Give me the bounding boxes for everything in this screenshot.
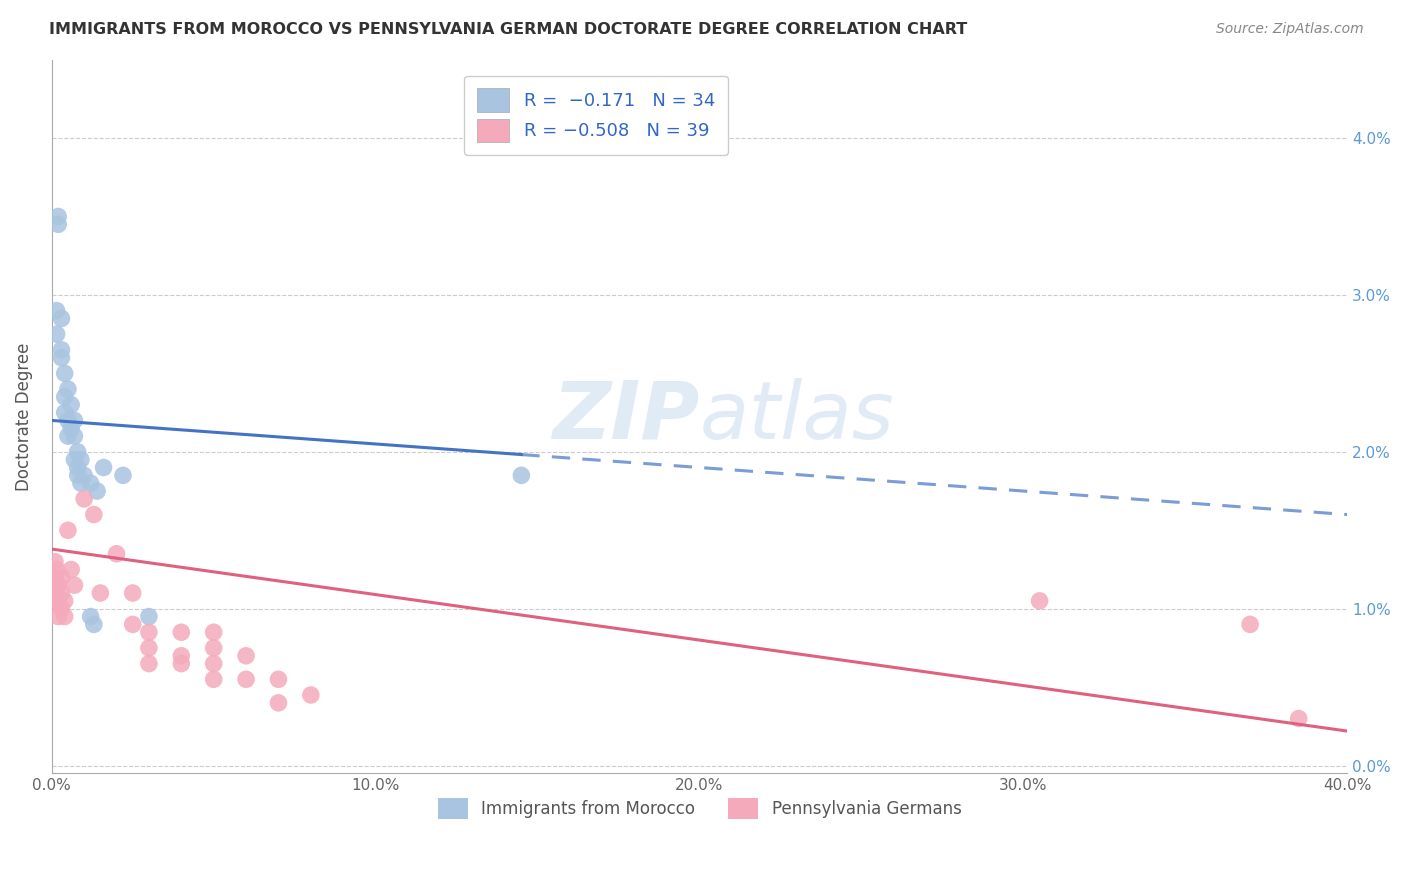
- Point: [63, 413, 86, 427]
- Point: [66, 460, 89, 475]
- Point: [79, 476, 101, 491]
- Point: [89, 586, 111, 600]
- Point: [53, 406, 76, 420]
- Point: [45, 303, 67, 318]
- Point: [235, 648, 257, 663]
- Text: ZIP: ZIP: [553, 377, 700, 456]
- Point: [60, 562, 83, 576]
- Point: [267, 673, 290, 687]
- Point: [235, 673, 257, 687]
- Point: [138, 640, 160, 655]
- Point: [121, 586, 143, 600]
- Point: [51, 570, 73, 584]
- Point: [45, 562, 67, 576]
- Text: Source: ZipAtlas.com: Source: ZipAtlas.com: [1216, 22, 1364, 37]
- Point: [56, 429, 79, 443]
- Point: [56, 523, 79, 537]
- Point: [79, 609, 101, 624]
- Point: [46, 210, 69, 224]
- Point: [44, 570, 66, 584]
- Point: [56, 413, 79, 427]
- Y-axis label: Doctorate Degree: Doctorate Degree: [15, 343, 32, 491]
- Point: [93, 460, 115, 475]
- Point: [51, 586, 73, 600]
- Point: [83, 508, 105, 522]
- Point: [44, 555, 66, 569]
- Legend: Immigrants from Morocco, Pennsylvania Germans: Immigrants from Morocco, Pennsylvania Ge…: [430, 791, 969, 826]
- Point: [70, 452, 93, 467]
- Point: [66, 468, 89, 483]
- Point: [202, 640, 225, 655]
- Point: [510, 468, 533, 483]
- Point: [53, 594, 76, 608]
- Point: [1239, 617, 1261, 632]
- Point: [170, 648, 193, 663]
- Text: atlas: atlas: [700, 377, 894, 456]
- Point: [51, 343, 73, 357]
- Point: [45, 578, 67, 592]
- Point: [202, 673, 225, 687]
- Point: [73, 491, 96, 506]
- Point: [53, 390, 76, 404]
- Point: [170, 625, 193, 640]
- Point: [56, 382, 79, 396]
- Point: [73, 468, 96, 483]
- Point: [111, 468, 134, 483]
- Point: [51, 311, 73, 326]
- Point: [299, 688, 322, 702]
- Point: [60, 398, 83, 412]
- Point: [121, 617, 143, 632]
- Point: [45, 594, 67, 608]
- Point: [63, 578, 86, 592]
- Point: [53, 367, 76, 381]
- Point: [1288, 712, 1310, 726]
- Point: [45, 327, 67, 342]
- Point: [83, 617, 105, 632]
- Point: [267, 696, 290, 710]
- Point: [138, 657, 160, 671]
- Text: IMMIGRANTS FROM MOROCCO VS PENNSYLVANIA GERMAN DOCTORATE DEGREE CORRELATION CHAR: IMMIGRANTS FROM MOROCCO VS PENNSYLVANIA …: [49, 22, 967, 37]
- Point: [202, 625, 225, 640]
- Point: [46, 217, 69, 231]
- Point: [60, 421, 83, 435]
- Point: [46, 578, 69, 592]
- Point: [51, 351, 73, 365]
- Point: [138, 625, 160, 640]
- Point: [86, 483, 108, 498]
- Point: [63, 429, 86, 443]
- Point: [51, 601, 73, 615]
- Point: [202, 657, 225, 671]
- Point: [170, 657, 193, 671]
- Point: [1028, 594, 1050, 608]
- Point: [63, 452, 86, 467]
- Point: [46, 594, 69, 608]
- Point: [66, 445, 89, 459]
- Point: [70, 476, 93, 491]
- Point: [46, 609, 69, 624]
- Point: [53, 609, 76, 624]
- Point: [138, 609, 160, 624]
- Point: [105, 547, 128, 561]
